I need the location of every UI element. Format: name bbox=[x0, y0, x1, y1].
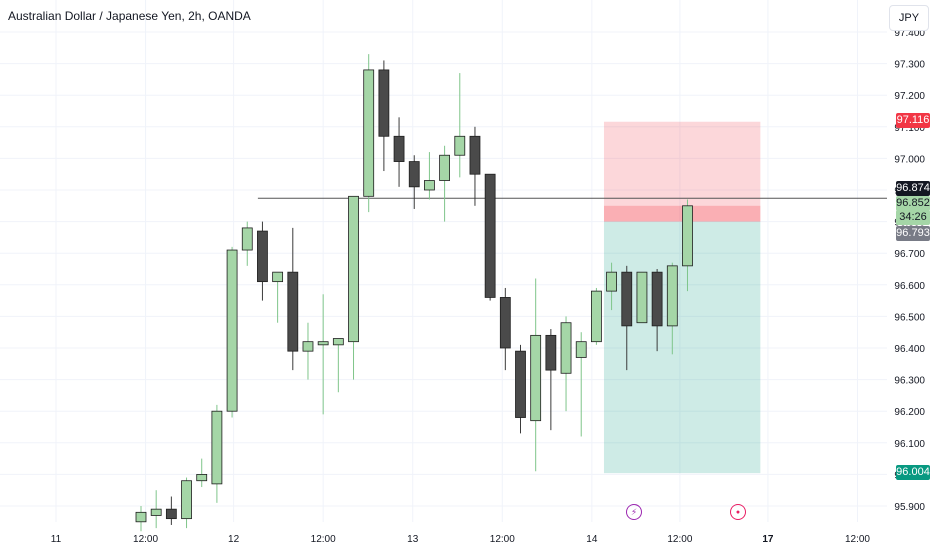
stop-price-tag: 97.116 bbox=[896, 113, 930, 128]
currency-selector[interactable]: JPY bbox=[889, 5, 929, 31]
time-tick-label: 12:00 bbox=[311, 534, 336, 545]
time-tick-label: 12:00 bbox=[845, 534, 870, 545]
price-tick-label: 97.300 bbox=[894, 60, 925, 71]
candle-body bbox=[606, 271, 617, 292]
price-tick-label: 96.600 bbox=[894, 281, 925, 292]
candle-body bbox=[469, 135, 481, 175]
candle-body bbox=[317, 341, 329, 346]
chart-title: Australian Dollar / Japanese Yen, 2h, OA… bbox=[8, 9, 251, 23]
time-tick-label: 12:00 bbox=[667, 534, 692, 545]
candle-body bbox=[651, 271, 663, 327]
candle-body bbox=[287, 271, 299, 352]
candle-body bbox=[196, 473, 208, 482]
candle-body bbox=[226, 249, 238, 412]
candle-body bbox=[666, 265, 678, 327]
candle-body bbox=[484, 173, 496, 298]
record-icon[interactable]: ● bbox=[730, 504, 746, 520]
candles bbox=[135, 54, 693, 532]
grid-lines bbox=[0, 0, 887, 522]
bar-countdown: 34:26 bbox=[896, 210, 930, 225]
candle-body bbox=[348, 195, 359, 343]
candle-body bbox=[591, 290, 602, 343]
time-tick-label: 13 bbox=[407, 534, 419, 545]
time-tick-label: 12 bbox=[228, 534, 240, 545]
candle-body bbox=[150, 508, 162, 516]
candle-body bbox=[682, 205, 693, 267]
candle-body bbox=[560, 322, 572, 374]
price-tick-label: 97.400 bbox=[894, 28, 925, 39]
current-price-tag: 96.874 bbox=[896, 181, 930, 196]
candle-body bbox=[636, 271, 648, 324]
candle-body bbox=[363, 69, 375, 197]
candle-body bbox=[454, 135, 466, 156]
candle-body bbox=[575, 341, 587, 358]
candle-body bbox=[257, 230, 268, 283]
time-tick-label: 12:00 bbox=[133, 534, 158, 545]
price-tick-label: 97.100 bbox=[894, 123, 925, 134]
time-tick-label: 11 bbox=[51, 534, 62, 545]
price-tick-label: 96.700 bbox=[894, 249, 925, 260]
candle-body bbox=[530, 334, 542, 422]
time-axis[interactable]: 11 12:00 12 12:00 13 12:00 14 12:00 17 12:00 bbox=[51, 534, 871, 545]
price-tick-label: 95.900 bbox=[894, 502, 925, 513]
price-tick-label: 96.400 bbox=[894, 344, 925, 355]
price-tick-label: 96.100 bbox=[894, 439, 925, 450]
candle-body bbox=[332, 338, 344, 346]
candle-body bbox=[272, 271, 284, 283]
price-tick-label: 96.500 bbox=[894, 312, 925, 323]
candle-body bbox=[545, 334, 557, 371]
candle-body bbox=[439, 154, 451, 181]
last-price-tag: 96.793 bbox=[896, 226, 930, 241]
stop-loss-zone[interactable] bbox=[603, 121, 761, 222]
candle-body bbox=[211, 410, 223, 485]
candle-body bbox=[302, 341, 314, 352]
price-tick-label: 96.200 bbox=[894, 407, 925, 418]
candle-body bbox=[499, 297, 511, 349]
price-tick-label: 97.200 bbox=[894, 91, 925, 102]
price-axis[interactable]: 97.40097.30097.20097.10097.00096.90096.8… bbox=[894, 28, 925, 513]
candle-body bbox=[408, 161, 420, 188]
time-tick-label: 17 bbox=[762, 534, 774, 545]
candle-body bbox=[621, 271, 633, 327]
target-price-tag: 96.004 bbox=[896, 465, 930, 480]
candle-body bbox=[135, 511, 147, 523]
candle-body bbox=[378, 69, 390, 137]
time-tick-label: 12:00 bbox=[490, 534, 515, 545]
lightning-icon[interactable]: ⚡ bbox=[626, 504, 642, 520]
candle-body bbox=[424, 180, 435, 191]
candle-body bbox=[165, 508, 177, 520]
entry-price-tag: 96.852 bbox=[896, 196, 930, 211]
candle-body bbox=[241, 227, 253, 251]
price-tick-label: 96.300 bbox=[894, 376, 925, 387]
time-tick-label: 14 bbox=[586, 534, 598, 545]
candle-body bbox=[515, 350, 526, 418]
price-tick-label: 97.000 bbox=[894, 154, 925, 165]
candle-body bbox=[393, 135, 405, 162]
candle-body bbox=[181, 480, 192, 520]
